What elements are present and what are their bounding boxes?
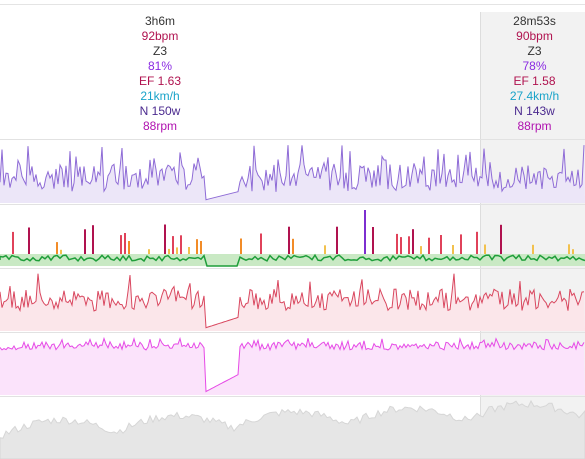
elevation-chart[interactable] xyxy=(0,399,585,459)
selection-speed-value: 27.4km/h xyxy=(509,89,560,103)
zone-spike xyxy=(196,239,198,254)
selection-efficiency-value: EF 1.58 xyxy=(513,74,556,88)
zone-spike xyxy=(84,229,86,254)
heart-rate-line xyxy=(0,273,585,329)
power-chart[interactable] xyxy=(0,145,585,203)
divider-cadence xyxy=(0,396,585,397)
zone-spike xyxy=(452,245,454,254)
selection-duration-value: 28m53s xyxy=(513,14,556,28)
heart-rate-fill xyxy=(0,273,585,331)
duration-value: 3h6m xyxy=(144,14,176,28)
zone-spike xyxy=(460,234,462,254)
zone-spike xyxy=(164,224,166,254)
zone-spike xyxy=(176,247,178,254)
zone-spike xyxy=(572,249,574,254)
cadence-value: 88rpm xyxy=(142,119,177,133)
zone-spike xyxy=(288,226,290,254)
zone-spike xyxy=(128,241,130,254)
zone-spike xyxy=(260,233,262,254)
percent-value: 81% xyxy=(147,59,173,73)
divider-top xyxy=(0,139,585,140)
zone-spike xyxy=(148,249,150,254)
top-border xyxy=(0,0,585,5)
zone-spike xyxy=(500,224,502,254)
zone-spike xyxy=(28,227,30,254)
zone-spike xyxy=(532,244,534,254)
zone-spike xyxy=(412,229,414,254)
zone-spike xyxy=(400,237,402,254)
zone-spike xyxy=(484,244,486,254)
zone-spike xyxy=(12,231,14,254)
zone-spike xyxy=(200,241,202,254)
zone-spike xyxy=(124,233,126,254)
zone-spike xyxy=(408,236,410,254)
power-line xyxy=(0,145,585,201)
efficiency-value: EF 1.63 xyxy=(138,74,182,88)
normalized-power-value: N 150w xyxy=(139,104,181,118)
zone-spike xyxy=(428,237,430,254)
cadence-fill xyxy=(0,338,585,395)
zone-line xyxy=(0,253,585,267)
speed-value: 21km/h xyxy=(140,89,180,103)
zone-spike xyxy=(92,225,94,254)
zone-spike xyxy=(568,244,570,254)
zone-spike xyxy=(440,235,442,254)
divider-hr xyxy=(0,332,585,333)
zone-value: Z3 xyxy=(152,44,167,58)
zone-spike xyxy=(364,210,366,254)
power-zones-chart[interactable] xyxy=(0,210,585,267)
cadence-chart[interactable] xyxy=(0,336,585,395)
heart-rate-value: 92bpm xyxy=(141,29,179,43)
zone-spike xyxy=(292,238,294,254)
zone-spike xyxy=(420,246,422,254)
heart-rate-chart[interactable] xyxy=(0,273,585,331)
zone-spike xyxy=(56,242,58,254)
selection-percent-value: 78% xyxy=(522,59,547,73)
zone-spike xyxy=(180,235,182,254)
selection-heart-rate-value: 90bpm xyxy=(516,29,553,43)
zone-spike xyxy=(372,227,374,254)
zone-spike xyxy=(172,236,174,254)
zone-spike xyxy=(336,226,338,254)
elevation-area xyxy=(0,399,585,459)
zone-spike xyxy=(60,249,62,254)
divider-zones xyxy=(0,268,585,269)
cadence-line xyxy=(0,336,585,393)
zone-spike xyxy=(120,235,122,254)
zone-spike xyxy=(476,231,478,254)
zone-spike xyxy=(240,238,242,254)
divider-power xyxy=(0,204,585,205)
zone-spike xyxy=(324,245,326,254)
zone-spike xyxy=(188,247,190,254)
zone-spike xyxy=(168,248,170,254)
selection-cadence-value: 88rpm xyxy=(517,119,552,133)
selection-normalized-power-value: N 143w xyxy=(514,104,555,118)
selection-zone-value: Z3 xyxy=(527,44,542,58)
power-fill xyxy=(0,145,585,203)
zone-spike xyxy=(396,233,398,254)
selection-summary: 28m53s 90bpm Z3 78% EF 1.58 27.4km/h N 1… xyxy=(484,14,585,134)
activity-summary: 3h6m 92bpm Z3 81% EF 1.63 21km/h N 150w … xyxy=(100,14,220,134)
